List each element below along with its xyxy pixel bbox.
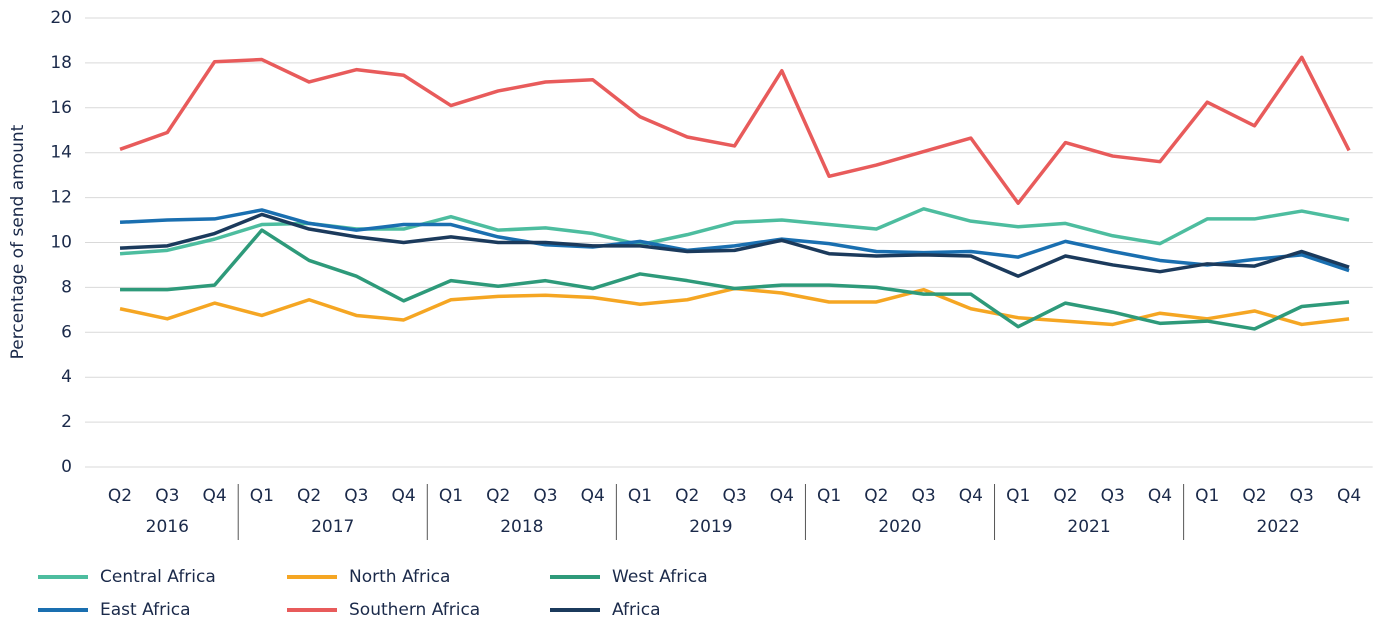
series-line [119, 55, 1351, 205]
legend-label: Southern Africa [349, 600, 480, 620]
x-tick-label: Q1 [1006, 486, 1030, 506]
series-line [119, 212, 1350, 278]
y-tick-label: 14 [50, 143, 72, 163]
y-tick-label: 12 [50, 188, 72, 208]
x-tick-label: Q4 [392, 486, 416, 506]
x-tick-label: Q3 [344, 486, 368, 506]
x-tick-label: Q4 [1337, 486, 1361, 506]
x-tick-label: Q2 [297, 486, 321, 506]
x-group-label: 2022 [1257, 517, 1300, 537]
y-tick-label: 4 [61, 367, 72, 387]
x-tick-label: Q3 [155, 486, 179, 506]
y-axis-label: Percentage of send amount [8, 124, 28, 359]
x-tick-label: Q2 [108, 486, 132, 506]
x-tick-label: Q4 [770, 486, 794, 506]
y-tick-label: 20 [50, 8, 72, 28]
series-line [119, 286, 1350, 327]
y-tick-label: 16 [50, 98, 72, 118]
x-group-label: 2018 [500, 517, 543, 537]
y-tick-label: 2 [61, 412, 72, 432]
x-tick-label: Q4 [959, 486, 983, 506]
x-tick-label: Q1 [628, 486, 652, 506]
x-tick-label: Q2 [1242, 486, 1266, 506]
x-tick-label: Q2 [864, 486, 888, 506]
y-tick-label: 10 [50, 233, 72, 253]
x-tick-label: Q2 [486, 486, 510, 506]
x-tick-label: Q3 [533, 486, 557, 506]
x-group-label: 2019 [689, 517, 732, 537]
y-tick-label: 8 [61, 277, 72, 297]
legend-label: Africa [612, 600, 661, 620]
x-tick-label: Q4 [1148, 486, 1172, 506]
x-group-label: 2016 [146, 517, 189, 537]
x-tick-label: Q2 [675, 486, 699, 506]
x-tick-label: Q3 [1101, 486, 1125, 506]
x-group-label: 2020 [878, 517, 921, 537]
x-tick-label: Q2 [1053, 486, 1077, 506]
series-line [119, 208, 1350, 273]
x-tick-label: Q1 [250, 486, 274, 506]
x-tick-label: Q3 [722, 486, 746, 506]
x-tick-label: Q4 [581, 486, 605, 506]
series-line [120, 228, 1350, 331]
y-tick-label: 0 [61, 457, 72, 477]
x-tick-label: Q3 [912, 486, 936, 506]
legend-label: North Africa [349, 567, 450, 587]
legend-label: West Africa [612, 567, 708, 587]
x-tick-label: Q3 [1290, 486, 1314, 506]
x-tick-label: Q1 [1195, 486, 1219, 506]
x-group-label: 2017 [311, 517, 354, 537]
legend-label: Central Africa [100, 567, 216, 587]
y-tick-label: 18 [50, 53, 72, 73]
x-tick-label: Q1 [439, 486, 463, 506]
x-tick-label: Q1 [817, 486, 841, 506]
y-tick-label: 6 [61, 322, 72, 342]
x-tick-label: Q4 [202, 486, 226, 506]
legend-label: East Africa [100, 600, 191, 620]
x-group-label: 2021 [1067, 517, 1110, 537]
